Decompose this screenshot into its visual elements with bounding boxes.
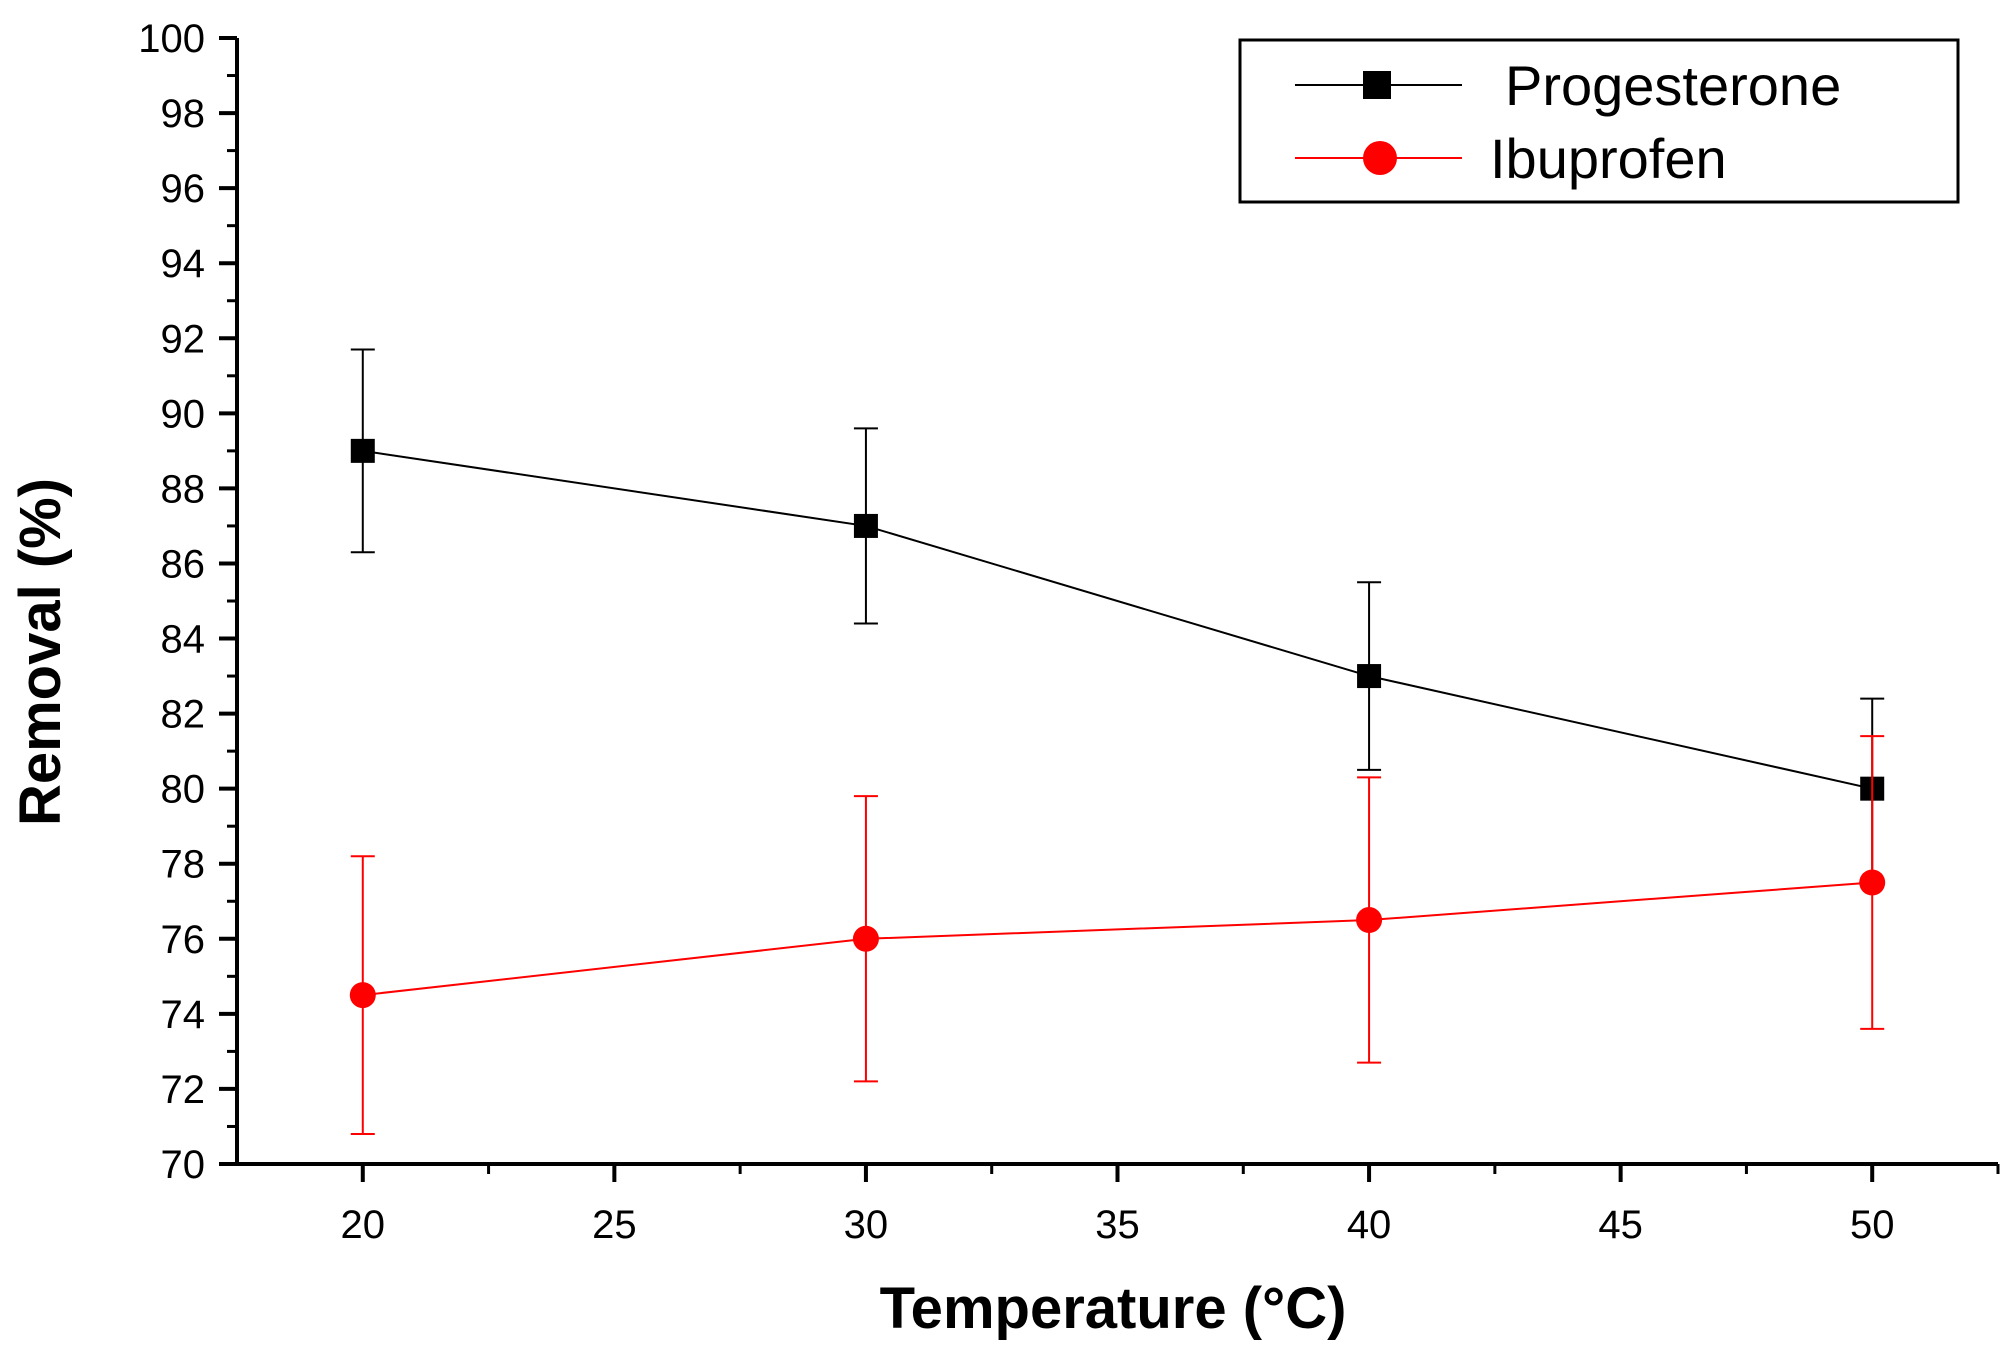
legend-label-progesterone: Progesterone xyxy=(1505,54,1841,117)
data-point-circle xyxy=(349,982,376,1009)
y-tick-label: 86 xyxy=(161,542,206,586)
legend-box xyxy=(1238,38,1960,204)
y-tick-label: 82 xyxy=(161,693,206,737)
data-point-circle xyxy=(1859,869,1886,896)
y-tick-label: 74 xyxy=(161,993,206,1037)
data-point-square xyxy=(350,438,375,463)
x-tick-label: 25 xyxy=(592,1203,637,1247)
y-tick-label: 90 xyxy=(161,392,206,436)
y-tick-label: 76 xyxy=(161,918,206,962)
y-tick-label: 92 xyxy=(161,317,206,361)
y-ticks: 70 72 74 76 78 80 82 84 86 88 90 92 94 96 98 100 xyxy=(138,17,237,1187)
x-tick-label: 30 xyxy=(844,1203,889,1247)
series-line xyxy=(362,449,1873,790)
x-tick-label: 45 xyxy=(1598,1203,1643,1247)
y-tick-label: 98 xyxy=(161,92,206,136)
legend-square-marker-icon xyxy=(1363,71,1391,99)
y-axis-title: Removal (%) xyxy=(8,478,73,826)
y-tick-label: 70 xyxy=(161,1143,206,1187)
legend-circle-marker-icon xyxy=(1363,141,1397,175)
x-tick-label: 40 xyxy=(1347,1203,1392,1247)
series-ibuprofen xyxy=(349,735,1886,1135)
y-tick-label: 78 xyxy=(161,843,206,887)
x-tick-label: 50 xyxy=(1850,1203,1895,1247)
legend-entry-ibuprofen: Ibuprofen xyxy=(1295,127,1727,190)
y-tick-label: 84 xyxy=(161,618,206,662)
series-layer xyxy=(349,348,1886,1135)
data-point-circle xyxy=(852,925,879,952)
axes xyxy=(235,38,1998,1166)
x-ticks: 20 25 30 35 40 45 50 xyxy=(341,1164,1895,1247)
y-tick-label: 96 xyxy=(161,167,206,211)
data-point-circle xyxy=(1356,907,1383,934)
series-line xyxy=(362,881,1873,997)
legend: Progesterone Ibuprofen xyxy=(1238,38,1960,204)
data-point-square xyxy=(853,513,878,538)
x-axis-title: Temperature (°C) xyxy=(880,1276,1347,1341)
y-tick-label: 80 xyxy=(161,768,206,812)
y-tick-label: 100 xyxy=(138,17,205,61)
legend-label-ibuprofen: Ibuprofen xyxy=(1490,127,1727,190)
minor-ticks xyxy=(227,74,2000,1174)
legend-entry-progesterone: Progesterone xyxy=(1295,54,1841,117)
series-progesterone xyxy=(350,348,1885,880)
y-tick-label: 94 xyxy=(161,242,206,286)
y-tick-label: 88 xyxy=(161,467,206,511)
x-tick-label: 35 xyxy=(1095,1203,1140,1247)
x-tick-label: 20 xyxy=(341,1203,386,1247)
y-tick-label: 72 xyxy=(161,1068,206,1112)
data-point-square xyxy=(1357,664,1382,689)
